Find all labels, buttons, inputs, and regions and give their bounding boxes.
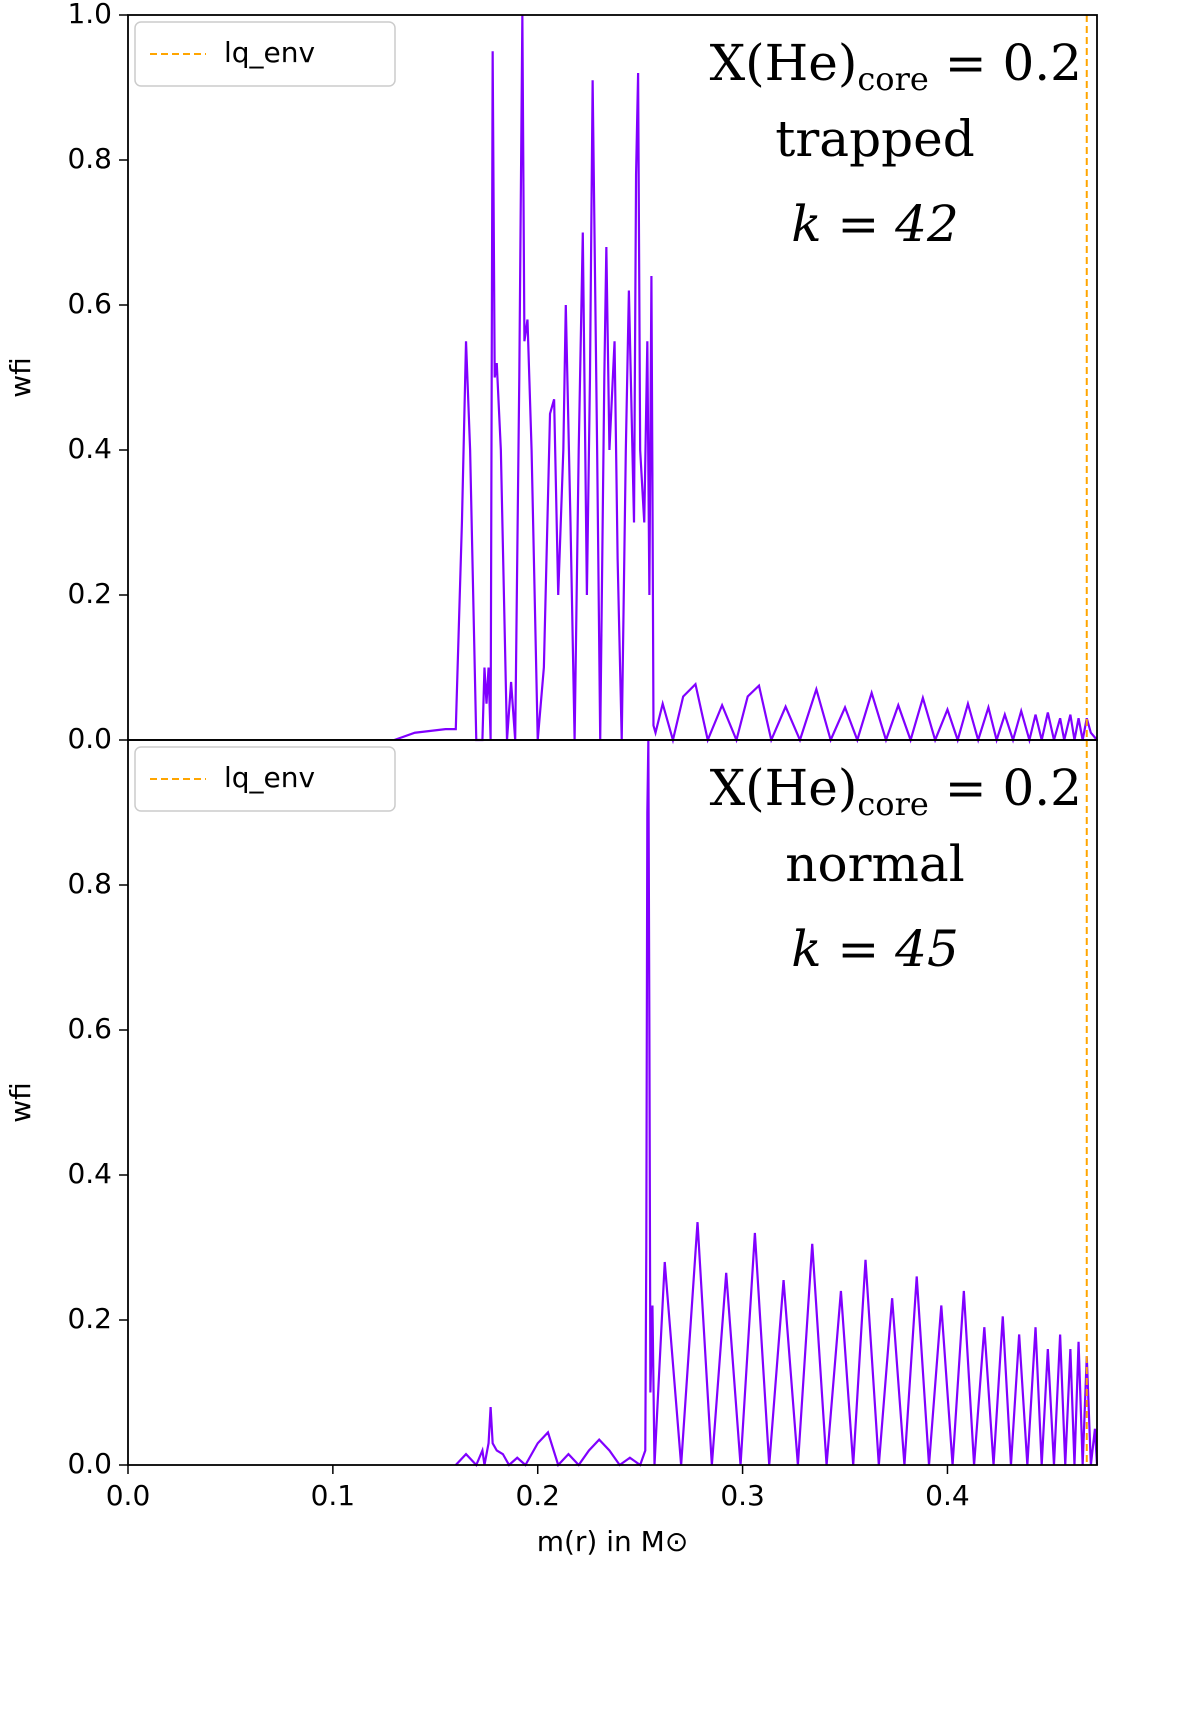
y-tick-label: 0.4 [67,432,112,465]
y-tick-label: 0.8 [67,867,112,900]
y-tick-label: 0.4 [67,1157,112,1190]
annotation: trapped [775,110,974,168]
annotation-main: X(He) [710,759,858,817]
y-tick-label: 0.0 [67,722,112,755]
annotation-main: X(He) [710,34,858,92]
legend-box [134,746,396,812]
annotation: normal [785,835,964,893]
annotation: k = 42 [791,195,959,253]
x-tick-label: 0.3 [720,1479,765,1512]
legend-box [134,21,396,87]
y-tick-label: 0.6 [67,1012,112,1045]
x-tick-label: 0.4 [925,1479,970,1512]
legend-label: lq_env [224,761,315,794]
annotation-rest: = 0.2 [929,34,1082,92]
annotation-sub: core [857,60,928,98]
y-tick-label: 0.2 [67,577,112,610]
y-tick-label: 0.0 [67,1447,112,1480]
annotation: k = 45 [791,920,959,978]
y-tick-label: 0.2 [67,1302,112,1335]
y-axis-label: wfi [4,357,37,398]
x-tick-label: 0.0 [106,1479,151,1512]
annotation: X(He)core = 0.2 [710,759,1082,823]
plot-frame [127,739,1098,1466]
data-line [393,14,1098,745]
annotation-rest: = 0.2 [929,759,1082,817]
legend-label: lq_env [224,36,315,69]
annotation: X(He)core = 0.2 [710,34,1082,98]
y-tick-label: 0.8 [67,142,112,175]
x-tick-label: 0.2 [515,1479,560,1512]
annotation-sub: core [857,785,928,823]
y-tick-label: 1.0 [67,0,112,30]
y-axis-label: wfi [4,1082,37,1123]
x-tick-label: 0.1 [311,1479,356,1512]
y-tick-label: 0.6 [67,287,112,320]
x-axis-label: m(r) in M⊙ [537,1525,689,1558]
data-line [454,739,1099,1468]
